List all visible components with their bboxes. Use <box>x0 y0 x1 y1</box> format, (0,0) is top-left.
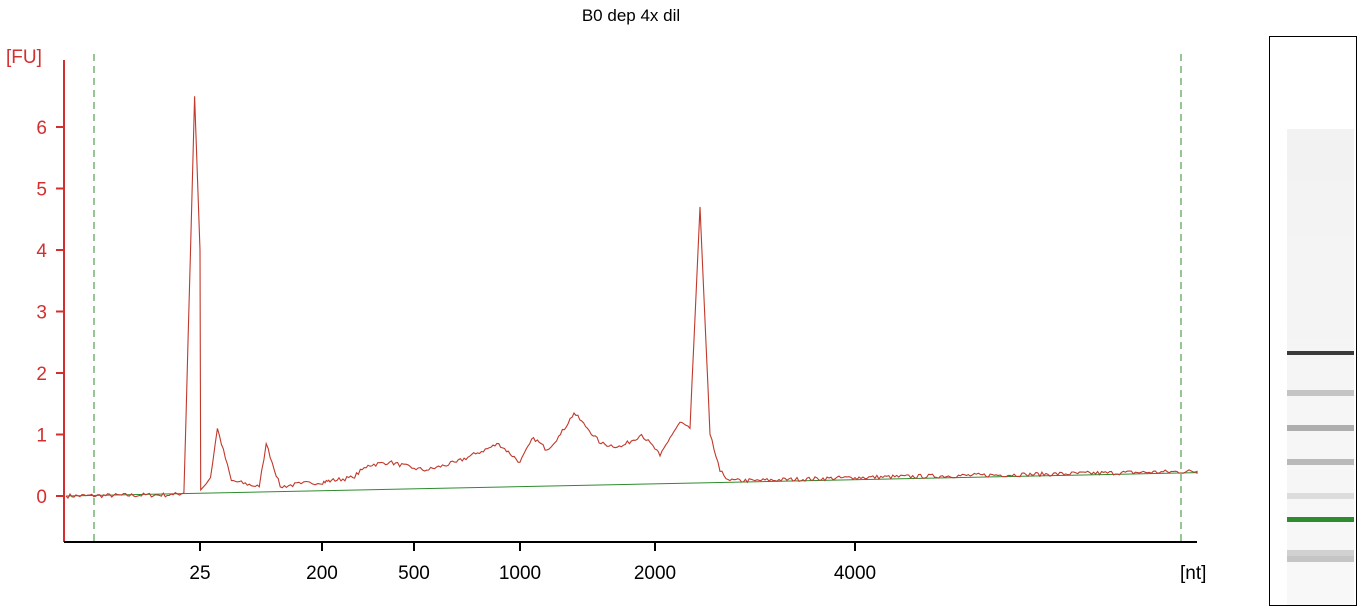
x-tick-label: 25 <box>189 563 210 584</box>
y-tick-label: 1 <box>36 426 47 447</box>
y-tick-label: 0 <box>36 487 47 508</box>
gel-image <box>1269 36 1357 606</box>
gel-band <box>1287 390 1354 397</box>
electropherogram-chart: B0 dep 4x dil [FU] [nt] 0 1 2 3 4 5 6 25 200 500… <box>6 6 1206 584</box>
gel-band <box>1287 350 1354 355</box>
gel-lower-marker-band <box>1287 517 1354 522</box>
y-axis-label: [FU] <box>6 47 42 68</box>
x-axis-label: [nt] <box>1180 563 1206 584</box>
x-tick-label: 500 <box>398 563 430 584</box>
y-tick-label: 3 <box>36 303 47 324</box>
x-tick-label: 4000 <box>834 563 876 584</box>
x-tick-label: 2000 <box>634 563 676 584</box>
y-tick-label: 6 <box>36 118 47 139</box>
x-tick-label: 200 <box>306 563 338 584</box>
y-tick-label: 2 <box>36 364 47 385</box>
gel-lane-background <box>1287 129 1354 605</box>
chart-title: B0 dep 4x dil <box>582 6 680 25</box>
gel-band <box>1287 550 1354 556</box>
trace-line <box>65 96 1198 500</box>
gel-band <box>1287 424 1354 431</box>
gel-band <box>1287 458 1354 465</box>
gel-band <box>1287 555 1354 562</box>
gel-band <box>1287 493 1354 499</box>
y-tick-label: 5 <box>36 180 47 201</box>
x-tick-label: 1000 <box>499 563 541 584</box>
y-tick-label: 4 <box>36 241 47 262</box>
baseline-line <box>65 472 1198 497</box>
